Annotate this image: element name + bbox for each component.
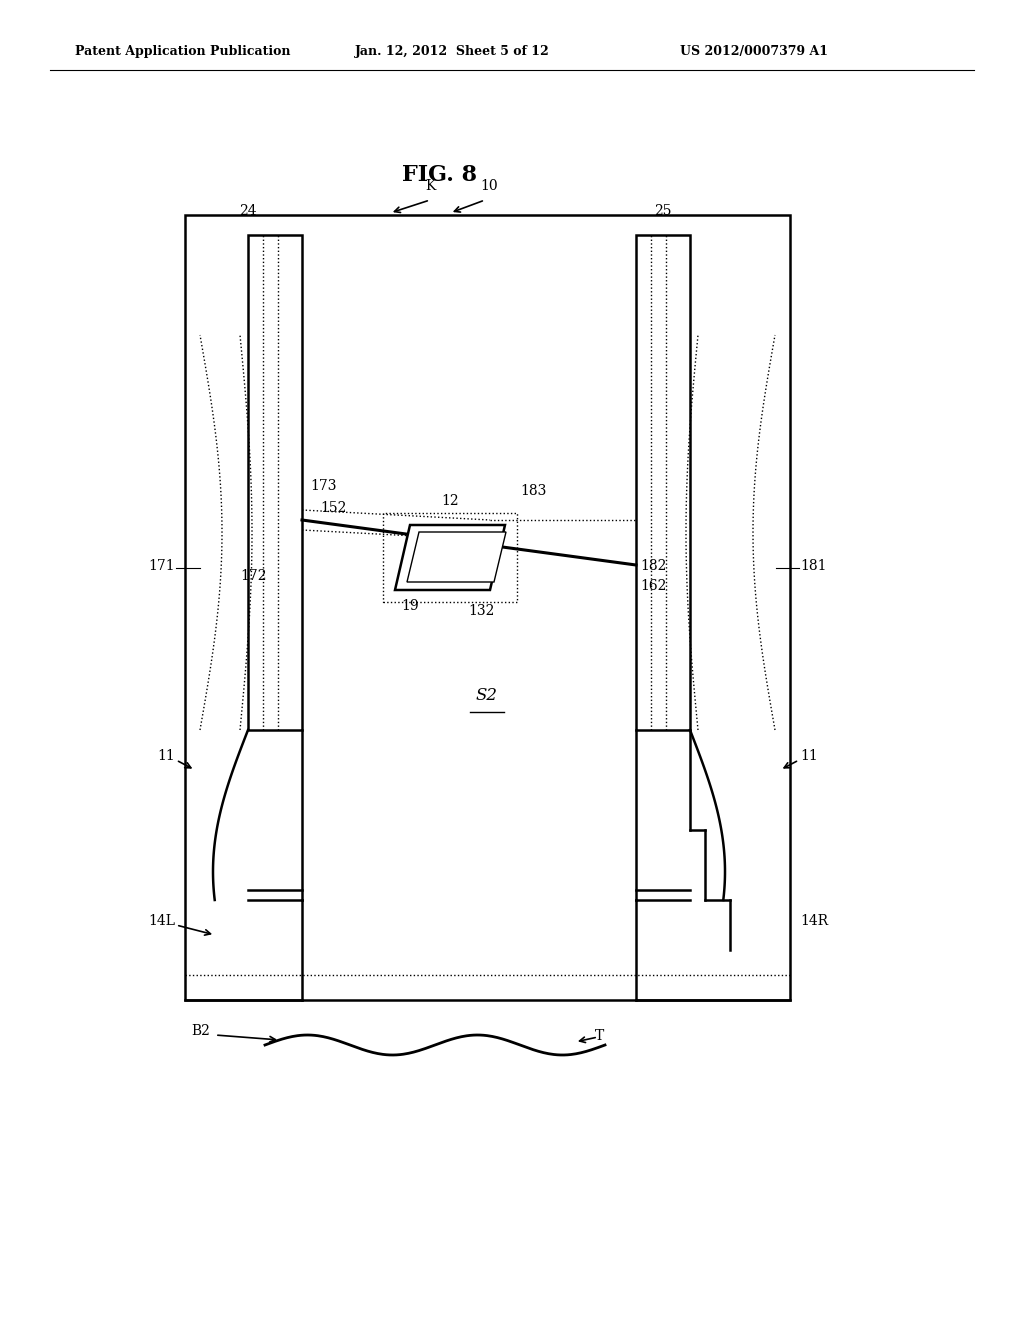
Text: B2: B2	[191, 1024, 210, 1038]
Text: 181: 181	[800, 558, 826, 573]
Text: 182: 182	[640, 558, 667, 573]
Text: S2: S2	[476, 686, 498, 704]
Text: FIG. 8: FIG. 8	[402, 164, 477, 186]
Text: 19: 19	[401, 599, 419, 612]
Text: 183: 183	[520, 484, 547, 498]
Text: 172: 172	[240, 569, 266, 583]
Text: US 2012/0007379 A1: US 2012/0007379 A1	[680, 45, 828, 58]
Bar	[636, 235, 690, 730]
Text: 11: 11	[800, 748, 818, 763]
Text: 24: 24	[240, 205, 257, 218]
Text: 171: 171	[148, 558, 175, 573]
Text: 173: 173	[310, 479, 337, 492]
Text: 25: 25	[654, 205, 672, 218]
Polygon shape	[395, 525, 505, 590]
Text: 10: 10	[480, 180, 498, 193]
Text: 14R: 14R	[800, 913, 828, 928]
Text: 152: 152	[319, 502, 346, 515]
Text: Patent Application Publication: Patent Application Publication	[75, 45, 291, 58]
Text: T: T	[595, 1030, 604, 1043]
Bar	[248, 235, 302, 730]
Polygon shape	[407, 532, 506, 582]
Text: 162: 162	[640, 579, 667, 593]
Bar	[185, 215, 790, 1001]
Text: Jan. 12, 2012  Sheet 5 of 12: Jan. 12, 2012 Sheet 5 of 12	[355, 45, 550, 58]
Text: 14L: 14L	[148, 913, 175, 928]
Text: 11: 11	[158, 748, 175, 763]
Text: 12: 12	[441, 494, 459, 508]
Text: K: K	[425, 180, 435, 193]
Text: 132: 132	[468, 605, 495, 618]
